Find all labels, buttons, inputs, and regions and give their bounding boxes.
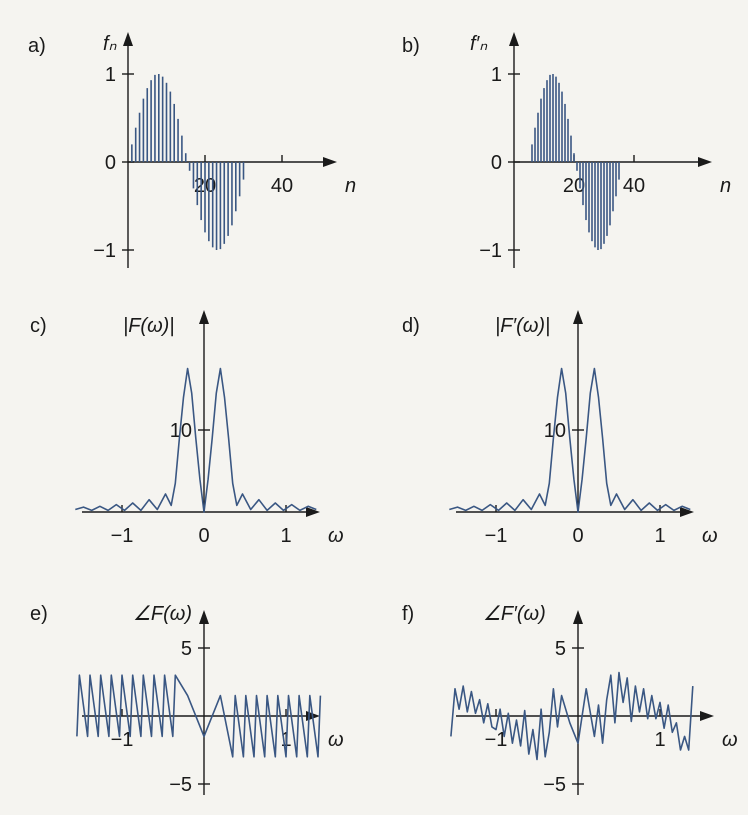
panel-a-xtick-label-1: 40 bbox=[271, 175, 293, 197]
panel-f-xtick-label-0: −1 bbox=[485, 729, 508, 751]
panel-b-ytick-label-2: −1 bbox=[479, 240, 502, 262]
panel-b-y-arrow bbox=[509, 32, 519, 46]
panel-e-series-line bbox=[76, 674, 322, 758]
panel-b-ylabel: f′ₙ bbox=[470, 33, 488, 55]
panel-f-ytick-label-1: −5 bbox=[543, 774, 566, 796]
panel-e-label: e) bbox=[30, 603, 48, 625]
panel-f-xlabel: ω bbox=[722, 729, 738, 751]
panel-c-y-arrow bbox=[199, 310, 209, 324]
panel-b-ytick-label-0: 1 bbox=[491, 64, 502, 86]
panel-d-xtick-label-2: 1 bbox=[654, 525, 665, 547]
panel-c-xlabel: ω bbox=[328, 525, 344, 547]
panel-c-xtick-label-1: 0 bbox=[198, 525, 209, 547]
panel-f-series-line bbox=[450, 671, 694, 761]
panel-f-x-arrow bbox=[700, 711, 714, 721]
panel-d-ylabel: |F′(ω)| bbox=[495, 315, 550, 337]
panel-c-x-arrow bbox=[306, 507, 320, 517]
panel-c-xtick-label-2: 1 bbox=[280, 525, 291, 547]
panel-d-xlabel: ω bbox=[702, 525, 718, 547]
panel-c-xtick-label-0: −1 bbox=[111, 525, 134, 547]
panel-a-label: a) bbox=[28, 35, 46, 57]
panel-f-ytick-label-0: 5 bbox=[555, 638, 566, 660]
panel-a-y-arrow bbox=[123, 32, 133, 46]
panel-c-label: c) bbox=[30, 315, 47, 337]
panel-e-y-arrow bbox=[199, 610, 209, 624]
panel-f-xtick-label-1: 1 bbox=[654, 729, 665, 751]
panel-c-series-line bbox=[75, 367, 317, 513]
panel-e-xlabel: ω bbox=[328, 729, 344, 751]
panel-d-xtick-label-1: 0 bbox=[572, 525, 583, 547]
panel-e-ylabel: ∠F(ω) bbox=[133, 603, 192, 625]
panel-b-x-arrow bbox=[698, 157, 712, 167]
panel-c-ylabel: |F(ω)| bbox=[123, 315, 175, 337]
panel-d-xtick-label-0: −1 bbox=[485, 525, 508, 547]
panel-a-xlabel: n bbox=[345, 175, 356, 197]
panel-d-x-arrow bbox=[680, 507, 694, 517]
panel-b-ytick-label-1: 0 bbox=[491, 152, 502, 174]
panel-e-ytick-label-1: −5 bbox=[169, 774, 192, 796]
panel-b-xtick-label-1: 40 bbox=[623, 175, 645, 197]
panel-a-x-arrow bbox=[323, 157, 337, 167]
panel-d-label: d) bbox=[402, 315, 420, 337]
panel-b-xtick-label-0: 20 bbox=[563, 175, 585, 197]
panel-e-xtick-label-0: −1 bbox=[111, 729, 134, 751]
panel-a-ytick-label-1: 0 bbox=[105, 152, 116, 174]
panel-a-ylabel: fₙ bbox=[103, 33, 118, 55]
panel-a-ytick-label-2: −1 bbox=[93, 240, 116, 262]
panel-e-ytick-label-0: 5 bbox=[181, 638, 192, 660]
panel-d-y-arrow bbox=[573, 310, 583, 324]
panel-b-xlabel: n bbox=[720, 175, 731, 197]
panel-b-label: b) bbox=[402, 35, 420, 57]
panel-d-series-line bbox=[449, 367, 691, 513]
panel-f-ylabel: ∠F′(ω) bbox=[483, 603, 546, 625]
panel-f-label: f) bbox=[402, 603, 414, 625]
panel-f-y-arrow bbox=[573, 610, 583, 624]
panel-a-ytick-label-0: 1 bbox=[105, 64, 116, 86]
